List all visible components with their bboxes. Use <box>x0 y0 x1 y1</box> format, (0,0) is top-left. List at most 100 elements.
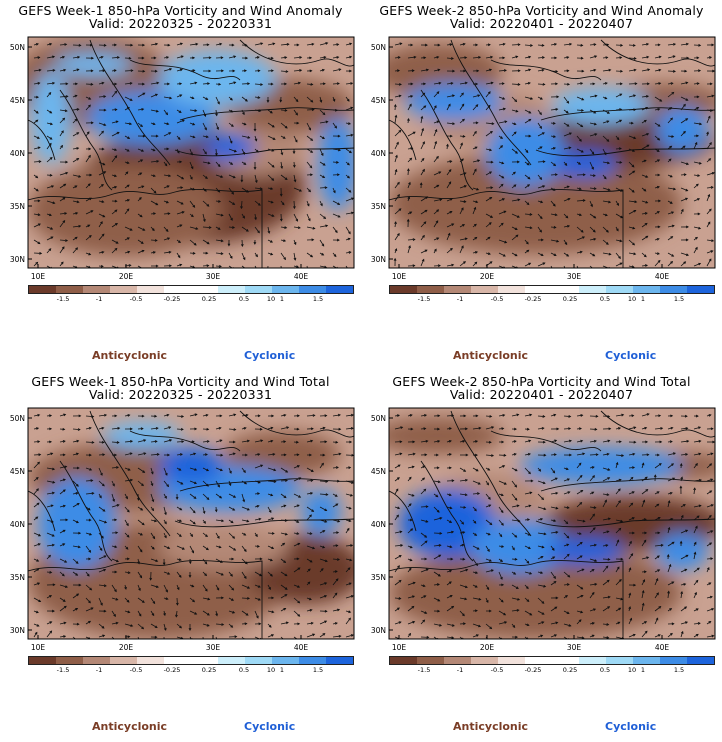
colorbar-swatch <box>660 657 687 664</box>
lat-label: 35N <box>371 202 386 211</box>
lon-label: 40E <box>655 643 670 652</box>
colorbar-swatch <box>444 657 471 664</box>
colorbar-swatch <box>633 657 660 664</box>
colorbar-label: 0.25 <box>201 666 217 674</box>
colorbar-swatch <box>606 286 633 293</box>
colorbar-swatch <box>56 657 83 664</box>
colorbar-scale-label: 10 <box>627 666 637 674</box>
colorbar-swatch <box>390 286 417 293</box>
lon-label: 10E <box>392 643 407 652</box>
colorbar-label: 0.25 <box>562 666 578 674</box>
lon-label: 10E <box>31 643 46 652</box>
cyclonic-label: Cyclonic <box>244 720 296 733</box>
colorbar-swatch <box>471 657 498 664</box>
panel-valid-dates: Valid: 20220325 - 20220331 <box>88 16 273 31</box>
colorbar-label: -0.25 <box>163 295 181 303</box>
colorbar-label: 1.5 <box>673 666 685 674</box>
cyclonic-label: Cyclonic <box>605 349 657 362</box>
colorbar-label: 1 <box>279 295 285 303</box>
colorbar-scale-label: 10 <box>266 666 276 674</box>
lon-label: 20E <box>119 643 134 652</box>
colorbar-swatch <box>498 657 525 664</box>
colorbar-label: 0.5 <box>599 666 611 674</box>
colorbar-swatch <box>299 286 326 293</box>
anticyclonic-label: Anticyclonic <box>92 349 168 362</box>
lon-label: 20E <box>119 272 134 281</box>
lat-label: 35N <box>10 573 25 582</box>
anticyclonic-label: Anticyclonic <box>92 720 168 733</box>
cyclonic-label: Cyclonic <box>605 720 657 733</box>
colorbar-swatch <box>579 286 606 293</box>
lat-label: 40N <box>371 520 386 529</box>
colorbar-swatch <box>525 657 552 664</box>
colorbar-swatch <box>552 657 579 664</box>
colorbar-swatch <box>83 286 110 293</box>
colorbar-swatch <box>660 286 687 293</box>
lat-label: 30N <box>371 255 386 264</box>
colorbar-swatch <box>56 286 83 293</box>
colorbar <box>389 656 715 665</box>
panel-valid-dates: Valid: 20220325 - 20220331 <box>88 387 273 402</box>
lat-label: 35N <box>371 573 386 582</box>
colorbar-swatch <box>83 657 110 664</box>
colorbar-swatch <box>552 286 579 293</box>
colorbar-label: -1 <box>95 295 103 303</box>
colorbar-label: 1 <box>640 295 646 303</box>
colorbar-swatch <box>29 657 56 664</box>
lat-label: 50N <box>10 43 25 52</box>
lat-label: 40N <box>10 149 25 158</box>
colorbar-swatch <box>218 657 245 664</box>
colorbar-scale-label: 10 <box>266 295 276 303</box>
colorbar-swatch <box>525 286 552 293</box>
colorbar-label: 0.5 <box>599 295 611 303</box>
colorbar-scale-label: 10 <box>627 295 637 303</box>
colorbar <box>28 285 354 294</box>
colorbar-label: -1 <box>456 666 464 674</box>
colorbar-swatch <box>191 657 218 664</box>
lat-label: 45N <box>10 96 25 105</box>
vorticity-map: 50N 45N 40N 35N 30N 10E 20E 30E 40E <box>371 407 716 652</box>
colorbar-label: -1 <box>95 666 103 674</box>
lat-label: 50N <box>371 43 386 52</box>
lat-label: 30N <box>10 255 25 264</box>
colorbar-label: -1 <box>456 295 464 303</box>
colorbar <box>389 285 715 294</box>
colorbar-swatch <box>326 286 353 293</box>
lat-label: 45N <box>371 96 386 105</box>
anticyclonic-label: Anticyclonic <box>453 720 529 733</box>
colorbar-label: -0.5 <box>129 666 143 674</box>
colorbar-swatch <box>137 657 164 664</box>
colorbar-label: 0.25 <box>562 295 578 303</box>
panel-title: GEFS Week-2 850-hPa Vorticity and Wind A… <box>379 3 704 18</box>
colorbar-swatch <box>471 286 498 293</box>
colorbar-swatch <box>245 286 272 293</box>
colorbar-swatch <box>191 286 218 293</box>
colorbar-swatch <box>218 286 245 293</box>
map-panel-week1-anomaly: GEFS Week-1 850-hPa Vorticity and Wind A… <box>0 0 361 371</box>
colorbar-label: -1.5 <box>56 295 70 303</box>
colorbar-swatch <box>137 286 164 293</box>
colorbar-swatch <box>164 657 191 664</box>
anticyclonic-label: Anticyclonic <box>453 349 529 362</box>
colorbar-label: 1.5 <box>312 666 324 674</box>
colorbar-label: 1.5 <box>673 295 685 303</box>
lon-label: 20E <box>480 643 495 652</box>
colorbar-swatch <box>444 286 471 293</box>
lon-label: 40E <box>655 272 670 281</box>
colorbar-swatch <box>417 657 444 664</box>
colorbar-swatch <box>687 657 714 664</box>
colorbar-swatch <box>272 657 299 664</box>
colorbar-label: 1.5 <box>312 295 324 303</box>
cyclonic-label: Cyclonic <box>244 349 296 362</box>
colorbar-label: -1.5 <box>56 666 70 674</box>
colorbar-swatch <box>272 286 299 293</box>
panel-title: GEFS Week-1 850-hPa Vorticity and Wind A… <box>18 3 343 18</box>
colorbar-label: -0.25 <box>163 666 181 674</box>
vorticity-map: 50N 45N 40N 35N 30N 10E 20E 30E 40E <box>10 36 355 281</box>
lon-label: 40E <box>294 643 309 652</box>
colorbar-swatch <box>245 657 272 664</box>
lat-label: 30N <box>10 626 25 635</box>
colorbar-swatch <box>390 657 417 664</box>
colorbar-label: -0.5 <box>490 295 504 303</box>
lon-label: 30E <box>206 272 221 281</box>
